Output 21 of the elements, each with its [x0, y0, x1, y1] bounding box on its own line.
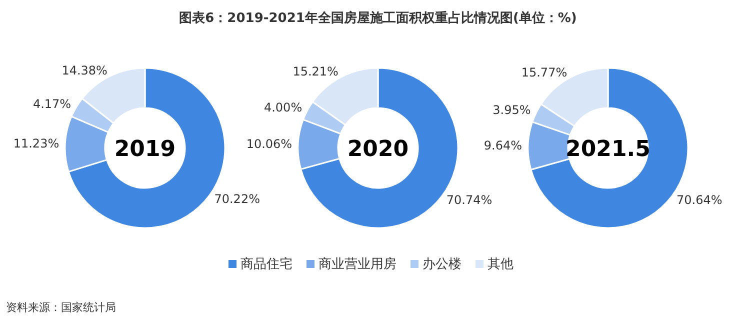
data-label: 4.00%	[264, 100, 302, 115]
text: 2020	[347, 137, 409, 162]
data-label: 10.06%	[246, 136, 292, 151]
text: 2021.5	[566, 137, 650, 162]
data-label: 70.64%	[676, 192, 722, 207]
data-label: 15.77%	[521, 65, 568, 80]
legend-label: 商品住宅	[240, 256, 292, 272]
data-label: 14.38%	[62, 64, 108, 78]
data-label: 9.64%	[484, 138, 522, 153]
legend-label: 商业营业用房	[318, 256, 396, 272]
data-label: 70.22%	[214, 192, 260, 206]
text: 2019	[114, 137, 176, 162]
text: 图表6：2019-2021年全国房屋施工面积权重占比情况图(单位：%)	[179, 10, 577, 26]
legend-label: 其他	[488, 257, 514, 272]
data-label: 3.95%	[492, 103, 531, 118]
data-label: 15.21%	[292, 64, 338, 79]
legend-label: 办公楼	[422, 257, 462, 272]
data-label: 11.23%	[13, 136, 60, 150]
data-label: 70.74%	[446, 193, 492, 208]
data-label: 4.17%	[32, 97, 72, 112]
text: 资料来源：国家统计局	[6, 301, 116, 314]
